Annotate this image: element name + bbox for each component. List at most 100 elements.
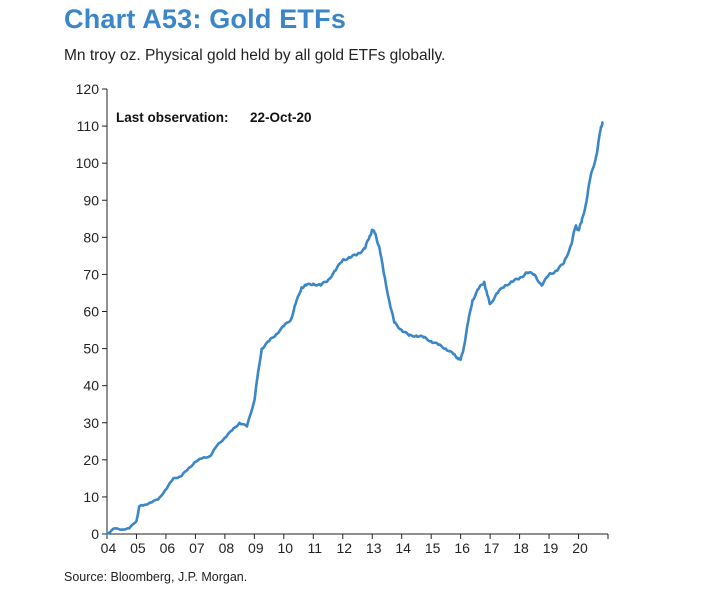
axes <box>106 89 608 535</box>
data-point <box>577 229 580 231</box>
x-tick-label: 12 <box>336 540 352 556</box>
data-point <box>423 336 425 339</box>
data-point <box>201 457 204 459</box>
data-point <box>459 358 462 361</box>
data-point <box>290 318 292 320</box>
data-point <box>253 399 256 402</box>
data-point <box>533 273 536 276</box>
x-tick-label: 18 <box>513 540 529 556</box>
chart-title: Chart A53: Gold ETFs <box>64 4 347 34</box>
data-point <box>445 347 447 350</box>
x-tick-label: 08 <box>219 540 235 556</box>
y-tick-label: 10 <box>83 489 99 505</box>
data-point <box>570 243 572 246</box>
data-point <box>179 475 182 478</box>
data-point <box>489 303 491 305</box>
x-tick-label: 07 <box>189 540 205 556</box>
data-point <box>120 528 123 531</box>
data-point <box>283 325 285 328</box>
data-point <box>437 344 440 346</box>
y-tick-label: 110 <box>77 118 100 134</box>
data-point <box>194 460 197 463</box>
x-tick-label: 20 <box>572 540 588 556</box>
data-point <box>300 286 303 289</box>
data-point <box>356 253 359 255</box>
x-axis-ticks: 04 05 06 07 08 09 10 11 12 13 14 15 16 17 18 19 20 <box>101 534 609 556</box>
data-point <box>187 468 189 470</box>
data-point <box>562 262 565 265</box>
data-point <box>349 256 351 259</box>
source-note: Source: Bloomberg, J.P. Morgan. <box>64 570 248 584</box>
y-tick-label: 70 <box>83 266 99 282</box>
x-tick-label: 13 <box>366 540 382 556</box>
data-point <box>374 232 376 235</box>
data-point <box>462 347 465 350</box>
data-point <box>496 292 499 294</box>
x-tick-label: 10 <box>278 540 294 556</box>
x-tick-label: 15 <box>425 540 441 556</box>
data-point <box>268 340 270 342</box>
data-point <box>172 477 175 480</box>
data-point <box>113 527 116 530</box>
data-point <box>452 353 455 355</box>
data-point <box>456 357 459 359</box>
x-tick-label: 16 <box>454 540 470 556</box>
y-tick-label: 20 <box>83 452 99 468</box>
data-point <box>138 505 141 507</box>
data-point <box>231 429 234 431</box>
x-tick-label: 11 <box>307 540 322 556</box>
data-point <box>595 154 598 157</box>
data-point <box>383 273 385 276</box>
data-point <box>260 347 263 350</box>
data-point <box>157 497 160 500</box>
data-point <box>526 271 528 274</box>
data-point <box>275 332 278 335</box>
data-point <box>601 121 604 124</box>
data-point <box>511 281 514 283</box>
x-tick-label: 09 <box>248 540 264 556</box>
data-point <box>143 504 145 506</box>
data-point <box>209 455 211 457</box>
data-point <box>364 247 366 250</box>
data-point <box>486 294 488 296</box>
y-tick-label: 80 <box>83 229 99 245</box>
data-point <box>368 236 371 239</box>
data-point <box>389 303 391 305</box>
data-point <box>312 282 315 285</box>
data-point <box>430 340 432 342</box>
y-axis-ticks: 0 10 20 30 40 50 60 70 80 90 100 110 120 <box>76 81 107 542</box>
x-tick-label: 05 <box>130 540 146 556</box>
annotation-value: 22-Oct-20 <box>250 110 312 125</box>
data-point <box>393 321 396 324</box>
y-tick-label: 50 <box>83 341 99 357</box>
y-tick-label: 30 <box>83 415 99 431</box>
data-point <box>540 284 543 287</box>
y-tick-label: 100 <box>76 155 100 171</box>
data-point <box>334 269 337 272</box>
y-tick-label: 90 <box>83 192 99 208</box>
x-tick-label: 14 <box>395 540 411 556</box>
data-point <box>415 334 418 337</box>
data-point <box>408 334 410 337</box>
data-point <box>128 527 130 530</box>
x-tick-label: 19 <box>543 540 559 556</box>
data-point <box>327 279 329 281</box>
y-tick-label: 40 <box>83 378 99 394</box>
data-point <box>371 229 374 231</box>
data-point <box>589 177 592 179</box>
annotation-label: Last observation: <box>116 110 229 125</box>
x-tick-label: 06 <box>160 540 176 556</box>
series-group <box>105 121 604 536</box>
data-point <box>585 203 587 205</box>
data-point <box>504 284 506 287</box>
data-point <box>400 329 403 331</box>
data-point <box>378 247 381 250</box>
data-point <box>165 488 167 491</box>
data-point <box>106 533 108 535</box>
series-line <box>105 121 604 536</box>
x-tick-label: 04 <box>101 540 117 556</box>
data-point <box>238 421 241 424</box>
data-point <box>518 277 521 279</box>
data-point <box>471 299 474 302</box>
y-tick-label: 60 <box>83 304 99 320</box>
